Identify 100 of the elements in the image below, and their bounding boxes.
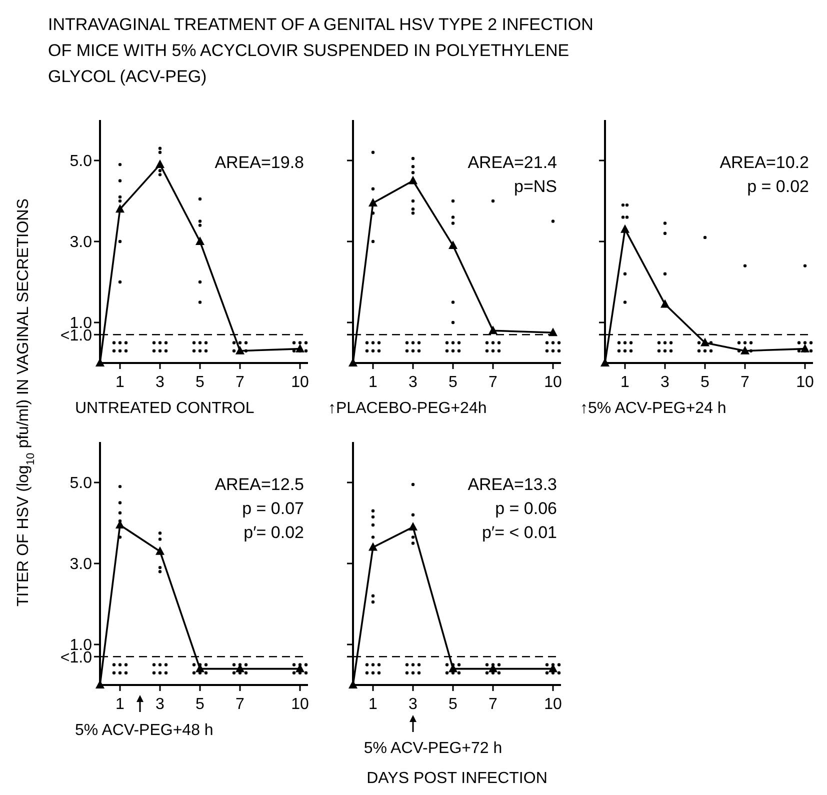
point [232, 349, 236, 352]
x-tick-label: 7 [488, 374, 498, 391]
point [703, 236, 707, 240]
point [292, 341, 296, 344]
point [497, 671, 501, 674]
point [164, 671, 168, 674]
point [124, 663, 128, 666]
point [663, 349, 667, 352]
point [697, 341, 701, 344]
annotation: AREA=19.8 [214, 153, 304, 172]
point [625, 216, 629, 219]
point [411, 542, 415, 545]
point [158, 538, 162, 541]
x-tick-label: 5 [448, 374, 458, 391]
point [405, 663, 409, 666]
point [485, 341, 489, 344]
point [118, 349, 122, 352]
point [371, 600, 375, 604]
point [411, 341, 415, 344]
point [204, 349, 208, 352]
point [629, 349, 633, 352]
point [737, 341, 741, 344]
point [411, 663, 415, 666]
point [368, 198, 378, 207]
point [488, 326, 498, 334]
point [152, 341, 156, 344]
point [445, 341, 449, 344]
x-tick-label: 3 [660, 374, 670, 391]
point [411, 212, 415, 215]
point [124, 349, 128, 352]
point [198, 220, 202, 223]
point [365, 663, 369, 666]
point [158, 173, 162, 176]
point [204, 341, 208, 344]
x-tick-label: 7 [740, 374, 750, 391]
point [697, 349, 701, 352]
y-tick-label: 3.0 [70, 556, 92, 574]
point [298, 341, 302, 344]
point [371, 671, 375, 674]
point [803, 341, 807, 344]
x-tick-label: 10 [291, 374, 309, 391]
point [800, 344, 810, 352]
x-tick-label: 3 [156, 374, 165, 391]
point [663, 232, 667, 235]
point [623, 349, 627, 352]
point [118, 240, 122, 244]
annotation: p′= < 0.01 [482, 523, 557, 542]
point [703, 349, 707, 352]
point [377, 671, 381, 674]
point [625, 203, 629, 207]
point [669, 341, 673, 344]
point [551, 349, 555, 352]
point [118, 671, 122, 674]
point [124, 671, 128, 674]
point [156, 546, 164, 555]
point [118, 484, 122, 488]
point [557, 671, 561, 674]
point [296, 344, 304, 352]
point [497, 663, 501, 666]
point [118, 501, 122, 504]
point [417, 671, 421, 674]
point [192, 663, 196, 666]
point [244, 671, 248, 674]
point [709, 349, 713, 352]
point [411, 199, 415, 203]
point [485, 671, 489, 674]
point [623, 300, 627, 304]
point [451, 216, 455, 219]
point [371, 663, 375, 666]
point [244, 663, 248, 666]
text: 5% ACV-PEG+72 h [364, 740, 502, 757]
point [545, 349, 549, 352]
point [158, 169, 162, 172]
text: ↑5% ACV-PEG+24 h [580, 400, 726, 417]
point [497, 349, 501, 352]
point [417, 341, 421, 344]
point [411, 513, 415, 516]
point [809, 349, 813, 352]
point [158, 349, 162, 352]
point [304, 663, 308, 666]
x-tick-label: 1 [116, 696, 125, 713]
x-tick-label: 5 [196, 374, 205, 391]
y-tick-label: 5.0 [70, 475, 92, 492]
point [371, 187, 375, 190]
point [411, 671, 415, 674]
point [371, 341, 375, 344]
chart-title: INTRAVAGINAL TREATMENT OF A GENITAL HSV TYPE 2 INFECTION OF MICE WITH 5% ACYCLOVIR SUSPENDED IN POLYETHYLENE GLYCOL (ACV-PEG) [48, 15, 594, 86]
point [797, 341, 801, 344]
x-tick-label: 5 [196, 696, 205, 713]
point [118, 179, 122, 182]
point [411, 156, 415, 160]
point [623, 341, 627, 344]
point [451, 349, 455, 352]
x-tick-label: 1 [620, 374, 630, 391]
point [457, 341, 461, 344]
point [457, 349, 461, 352]
point [158, 570, 162, 574]
point [405, 341, 409, 344]
point [118, 663, 122, 666]
point [405, 349, 409, 352]
